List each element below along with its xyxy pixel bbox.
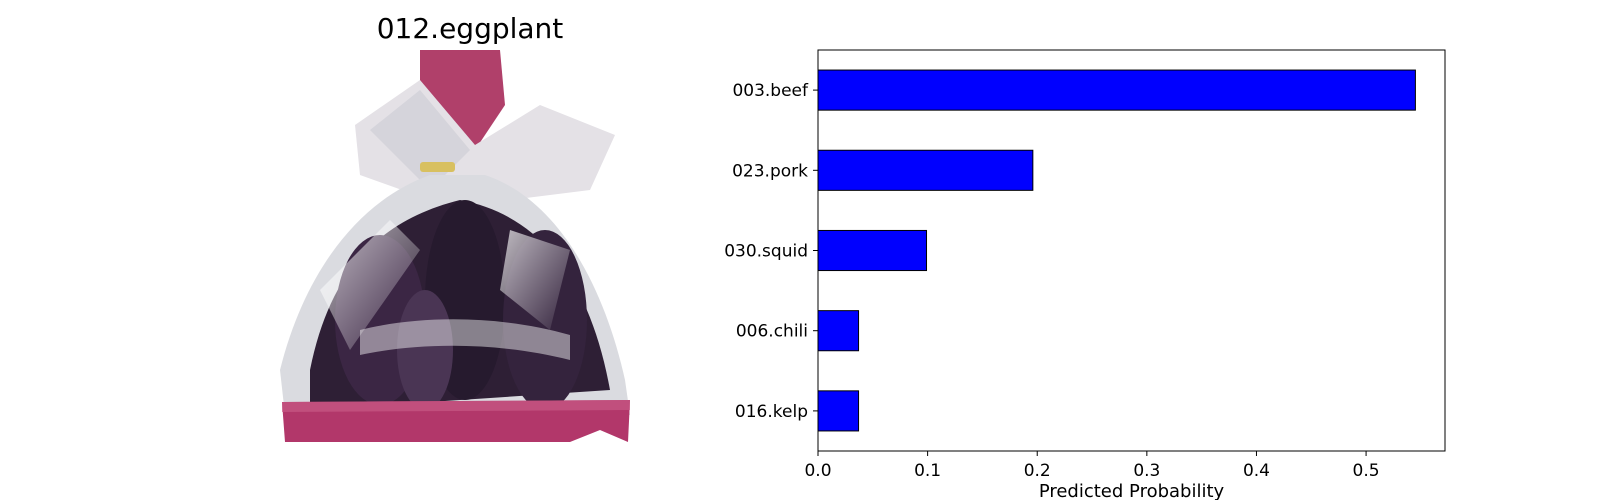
y-tick-label: 003.beef bbox=[732, 81, 809, 101]
x-axis-label: Predicted Probability bbox=[1039, 481, 1225, 500]
y-tick-label: 030.squid bbox=[724, 242, 808, 262]
x-tick-label: 0.2 bbox=[1024, 461, 1051, 481]
bar-006.chili bbox=[817, 310, 860, 352]
x-tick-label: 0.4 bbox=[1243, 461, 1270, 481]
x-tick-label: 0.5 bbox=[1353, 461, 1380, 481]
y-tick-label: 016.kelp bbox=[735, 402, 808, 422]
bar-003.beef bbox=[817, 69, 1416, 111]
labels-layer: 003.beef 023.pork 030.squid 006.chili 016.ke… bbox=[724, 81, 1379, 500]
bars-layer bbox=[817, 69, 1416, 432]
x-tick-label: 0.1 bbox=[914, 461, 941, 481]
bar-030.squid bbox=[817, 229, 928, 272]
plot-frame bbox=[817, 49, 1446, 452]
bar-023.pork bbox=[817, 149, 1034, 191]
axes-layer bbox=[813, 49, 1446, 456]
x-tick-label: 0.0 bbox=[804, 461, 831, 481]
eggplant-bag-photo bbox=[270, 50, 670, 450]
image-title: 012.eggplant bbox=[376, 12, 564, 45]
y-tick-label: 023.pork bbox=[732, 161, 808, 181]
bar-016.kelp bbox=[817, 390, 860, 432]
y-tick-label: 006.chili bbox=[736, 322, 808, 342]
x-tick-label: 0.3 bbox=[1133, 461, 1160, 481]
